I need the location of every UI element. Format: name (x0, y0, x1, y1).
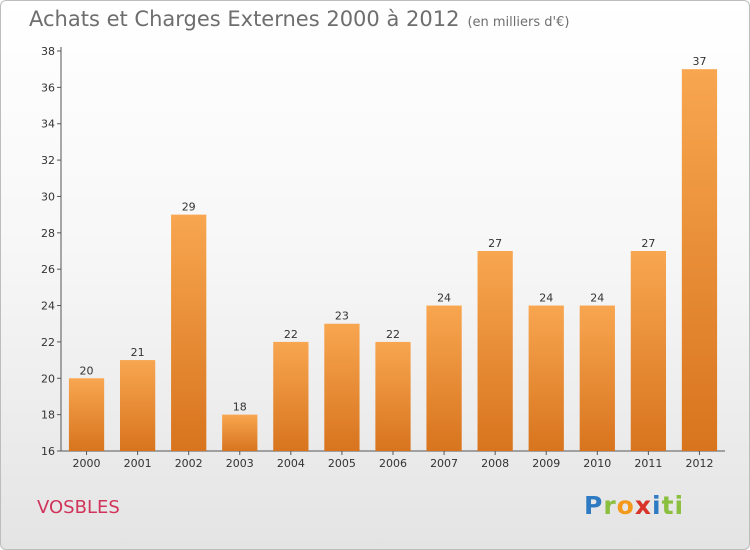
chart-axes: 16 18 20 22 24 26 28 30 32 34 36 38 2000 2001 2002 2003… (41, 45, 725, 470)
chart-title: Achats et Charges Externes 2000 à 2012 (e… (29, 7, 569, 31)
x-tick-label: 2008 (481, 457, 509, 470)
logo-letter: x (634, 491, 652, 520)
bar-value-label: 22 (284, 328, 298, 341)
bar (681, 69, 718, 451)
bar-value-label: 27 (641, 237, 655, 250)
y-tick-label: 24 (41, 300, 55, 313)
x-tick-label: 2010 (583, 457, 611, 470)
bar (324, 323, 360, 451)
y-tick-label: 30 (41, 190, 55, 203)
y-tick-label: 38 (41, 45, 55, 58)
bar (579, 305, 615, 451)
bar (477, 251, 513, 451)
bar-value-label: 27 (488, 237, 502, 250)
bar-value-label: 24 (539, 292, 553, 305)
x-tick-label: 2002 (175, 457, 203, 470)
y-tick-label: 16 (41, 445, 55, 458)
bar (375, 341, 411, 451)
y-tick-label: 20 (41, 372, 55, 385)
bar (222, 414, 258, 451)
x-tick-label: 2006 (379, 457, 407, 470)
y-tick-label: 32 (41, 154, 55, 167)
bar (630, 251, 667, 451)
logo-letter: o (616, 491, 635, 520)
x-tick-label: 2012 (685, 457, 713, 470)
x-tick-label: 2009 (532, 457, 560, 470)
x-tick-label: 2000 (73, 457, 101, 470)
logo-letter: ti (661, 491, 685, 520)
logo-letter: r (603, 491, 617, 520)
x-tick-label: 2007 (430, 457, 458, 470)
bar (273, 341, 309, 451)
bar-value-label: 29 (182, 201, 196, 214)
bar (119, 360, 156, 451)
bar-value-label: 18 (233, 401, 247, 414)
y-tick-label: 18 (41, 409, 55, 422)
y-tick-label: 22 (41, 336, 55, 349)
bar-value-label: 22 (386, 328, 400, 341)
chart-unit: (en milliers d'€) (467, 15, 570, 30)
bar-value-label: 24 (590, 292, 604, 305)
y-tick-label: 26 (41, 263, 55, 276)
bar (68, 378, 105, 451)
logo-letter: i (652, 491, 662, 520)
bar (426, 305, 462, 451)
bar (171, 214, 207, 451)
commune-name: VOSBLES (37, 497, 120, 518)
logo-letter: P (584, 491, 604, 520)
chart-title-text: Achats et Charges Externes 2000 à 2012 (29, 7, 460, 31)
y-tick-label: 34 (41, 118, 55, 131)
bar-value-label: 21 (131, 346, 145, 359)
x-tick-label: 2004 (277, 457, 305, 470)
y-tick-label: 28 (41, 227, 55, 240)
bar-value-label: 20 (80, 364, 94, 377)
y-tick-label: 36 (41, 81, 55, 94)
chart-bars: 20 21 29 18 22 23 22 24 27 24 24 27 37 (68, 55, 718, 451)
x-tick-label: 2003 (226, 457, 254, 470)
proxiti-logo[interactable]: Proxiti (584, 491, 684, 520)
bar-value-label: 24 (437, 292, 451, 305)
x-tick-label: 2005 (328, 457, 356, 470)
x-tick-label: 2001 (124, 457, 152, 470)
x-tick-label: 2011 (634, 457, 662, 470)
bar-value-label: 23 (335, 310, 349, 323)
bar (528, 305, 564, 451)
bar-value-label: 37 (692, 55, 706, 68)
